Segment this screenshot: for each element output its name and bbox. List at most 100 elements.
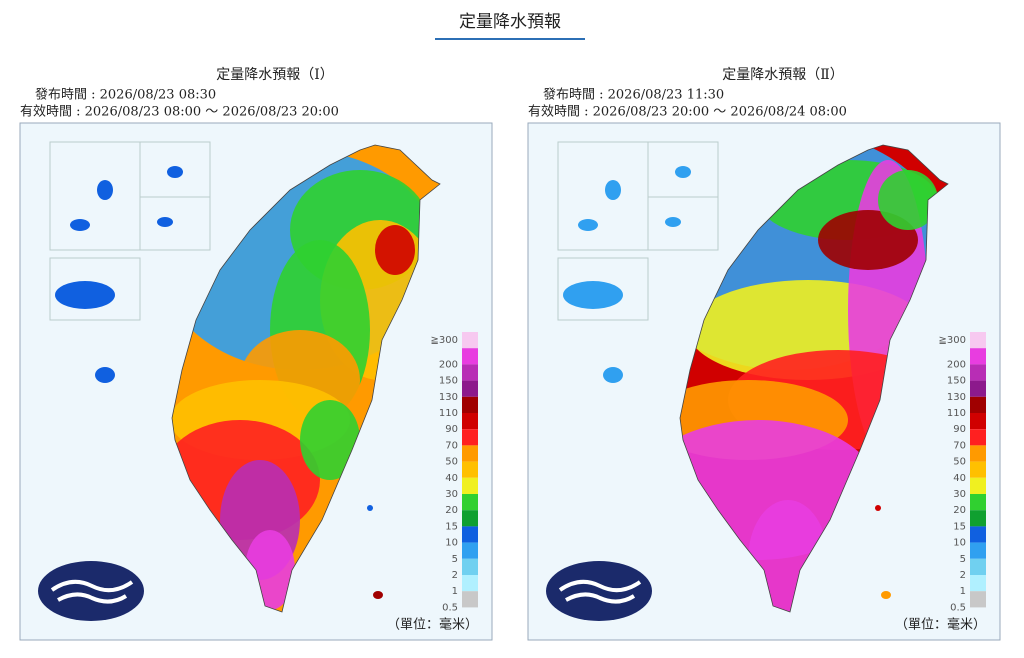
taiwan-outline [171, 144, 441, 613]
island [157, 217, 173, 227]
legend-swatch [970, 510, 986, 527]
legend-label: 30 [445, 489, 458, 500]
island [373, 591, 383, 599]
legend-swatch [462, 348, 478, 365]
legend-swatch [462, 364, 478, 381]
rain-area [300, 400, 360, 480]
island [881, 591, 891, 599]
legend-label: 90 [445, 424, 458, 435]
island [605, 180, 621, 200]
legend-label: 70 [445, 440, 458, 451]
legend-label: 20 [445, 505, 458, 516]
island [97, 180, 113, 200]
logo [546, 561, 652, 621]
legend-swatch [462, 429, 478, 446]
unit-label: （單位：毫米） [895, 617, 986, 633]
legend-label: 5 [960, 554, 966, 565]
legend-label: 10 [445, 538, 458, 549]
legend-swatch [970, 477, 986, 494]
panel-title: 定量降水預報（Ⅰ） [216, 67, 334, 83]
inset-box [557, 257, 649, 321]
logo-mark [50, 579, 134, 604]
legend-swatch [970, 445, 986, 462]
legend-swatch [970, 364, 986, 381]
legend-label: 10 [953, 538, 966, 549]
map-panel: 定量降水預報（Ⅱ） 發布時間 : 2026/08/23 11:30 有效時間 : 2… [527, 67, 1001, 641]
legend-swatch [970, 413, 986, 430]
island [95, 367, 115, 383]
legend-label: 200 [947, 359, 966, 370]
legend-swatch [970, 542, 986, 559]
legend-label: 40 [953, 473, 966, 484]
legend-swatch [462, 494, 478, 511]
legend-swatch [462, 510, 478, 527]
rain-area [878, 170, 938, 230]
legend-label: ≧300 [939, 335, 966, 346]
issue-time: 發布時間 : 2026/08/23 11:30 [543, 88, 724, 103]
legend-swatch [970, 526, 986, 543]
taiwan-outline [679, 144, 949, 613]
legend-swatch [462, 461, 478, 478]
legend-swatch [970, 396, 986, 413]
legend-swatch [970, 332, 986, 349]
legend-label: 0.5 [950, 602, 966, 613]
legend-swatch [462, 575, 478, 592]
legend-swatch [462, 477, 478, 494]
legend-swatch [970, 380, 986, 397]
inset-box [49, 257, 141, 321]
legend-label: 15 [953, 521, 966, 532]
legend-label: 30 [953, 489, 966, 500]
island [578, 219, 598, 231]
legend-swatch [462, 558, 478, 575]
island [367, 505, 373, 511]
island [875, 505, 881, 511]
legend-swatch [462, 526, 478, 543]
legend-label: 0.5 [442, 602, 458, 613]
legend-label: 40 [445, 473, 458, 484]
legend-label: 50 [445, 457, 458, 468]
island [167, 166, 183, 178]
unit-label: （單位：毫米） [387, 617, 478, 633]
legend-swatch [970, 591, 986, 608]
legend-label: 15 [445, 521, 458, 532]
valid-time: 有效時間 : 2026/08/23 20:00 ～ 2026/08/24 08:… [528, 105, 847, 120]
legend-label: 150 [947, 376, 966, 387]
legend-label: 150 [439, 376, 458, 387]
valid-time: 有效時間 : 2026/08/23 08:00 ～ 2026/08/23 20:… [20, 105, 339, 120]
island [675, 166, 691, 178]
legend-swatch [970, 558, 986, 575]
rain-area [375, 225, 415, 275]
legend-swatch [462, 332, 478, 349]
legend-label: 130 [439, 392, 458, 403]
legend-label: 200 [439, 359, 458, 370]
legend-label: 110 [947, 408, 966, 419]
legend-label: 110 [439, 408, 458, 419]
legend-label: 90 [953, 424, 966, 435]
legend-label: 2 [960, 570, 966, 581]
legend-swatch [970, 461, 986, 478]
legend-swatch [462, 542, 478, 559]
inset-box [647, 196, 719, 251]
island [603, 367, 623, 383]
legend-label: 130 [947, 392, 966, 403]
legend-swatch [970, 575, 986, 592]
legend-swatch [970, 348, 986, 365]
map-panel: 定量降水預報（Ⅰ）發布時間 : 2026/08/23 08:30 有效時間 : 2… [19, 67, 493, 641]
island [563, 281, 623, 309]
legend-swatch [462, 445, 478, 462]
legend-label: 20 [953, 505, 966, 516]
island [55, 281, 115, 309]
island [70, 219, 90, 231]
island [665, 217, 681, 227]
legend-label: 1 [452, 586, 458, 597]
legend-label: 70 [953, 440, 966, 451]
issue-time: 發布時間 : 2026/08/23 08:30 [35, 88, 216, 103]
legend-label: ≧300 [431, 335, 458, 346]
legend-label: 5 [452, 554, 458, 565]
legend-swatch [462, 380, 478, 397]
legend-label: 1 [960, 586, 966, 597]
logo-mark [558, 579, 642, 604]
legend-swatch [462, 413, 478, 430]
legend-swatch [462, 396, 478, 413]
